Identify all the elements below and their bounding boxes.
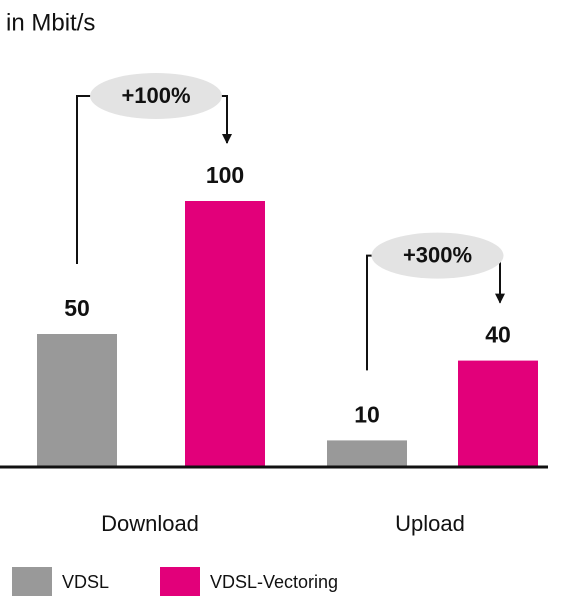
annotation-bubble bbox=[371, 232, 504, 279]
x-tick-label: Upload bbox=[395, 511, 465, 536]
legend-label: VDSL-Vectoring bbox=[210, 572, 338, 592]
legend-swatch bbox=[160, 567, 200, 596]
annotation: +100% bbox=[121, 83, 190, 108]
bar bbox=[37, 334, 117, 467]
annotation: +300% bbox=[403, 242, 472, 267]
legend-swatch bbox=[12, 567, 52, 596]
bar bbox=[458, 360, 538, 467]
legend-label: VDSL bbox=[62, 572, 109, 592]
bar bbox=[327, 440, 407, 467]
annotation-bubble bbox=[90, 73, 222, 119]
value-label: 10 bbox=[354, 401, 380, 427]
value-label: 50 bbox=[64, 295, 90, 321]
chart-title: in Mbit/s bbox=[6, 9, 95, 36]
x-tick-label: Download bbox=[101, 511, 199, 536]
value-label: 100 bbox=[206, 162, 244, 188]
value-label: 40 bbox=[485, 322, 511, 348]
bar bbox=[185, 201, 265, 467]
